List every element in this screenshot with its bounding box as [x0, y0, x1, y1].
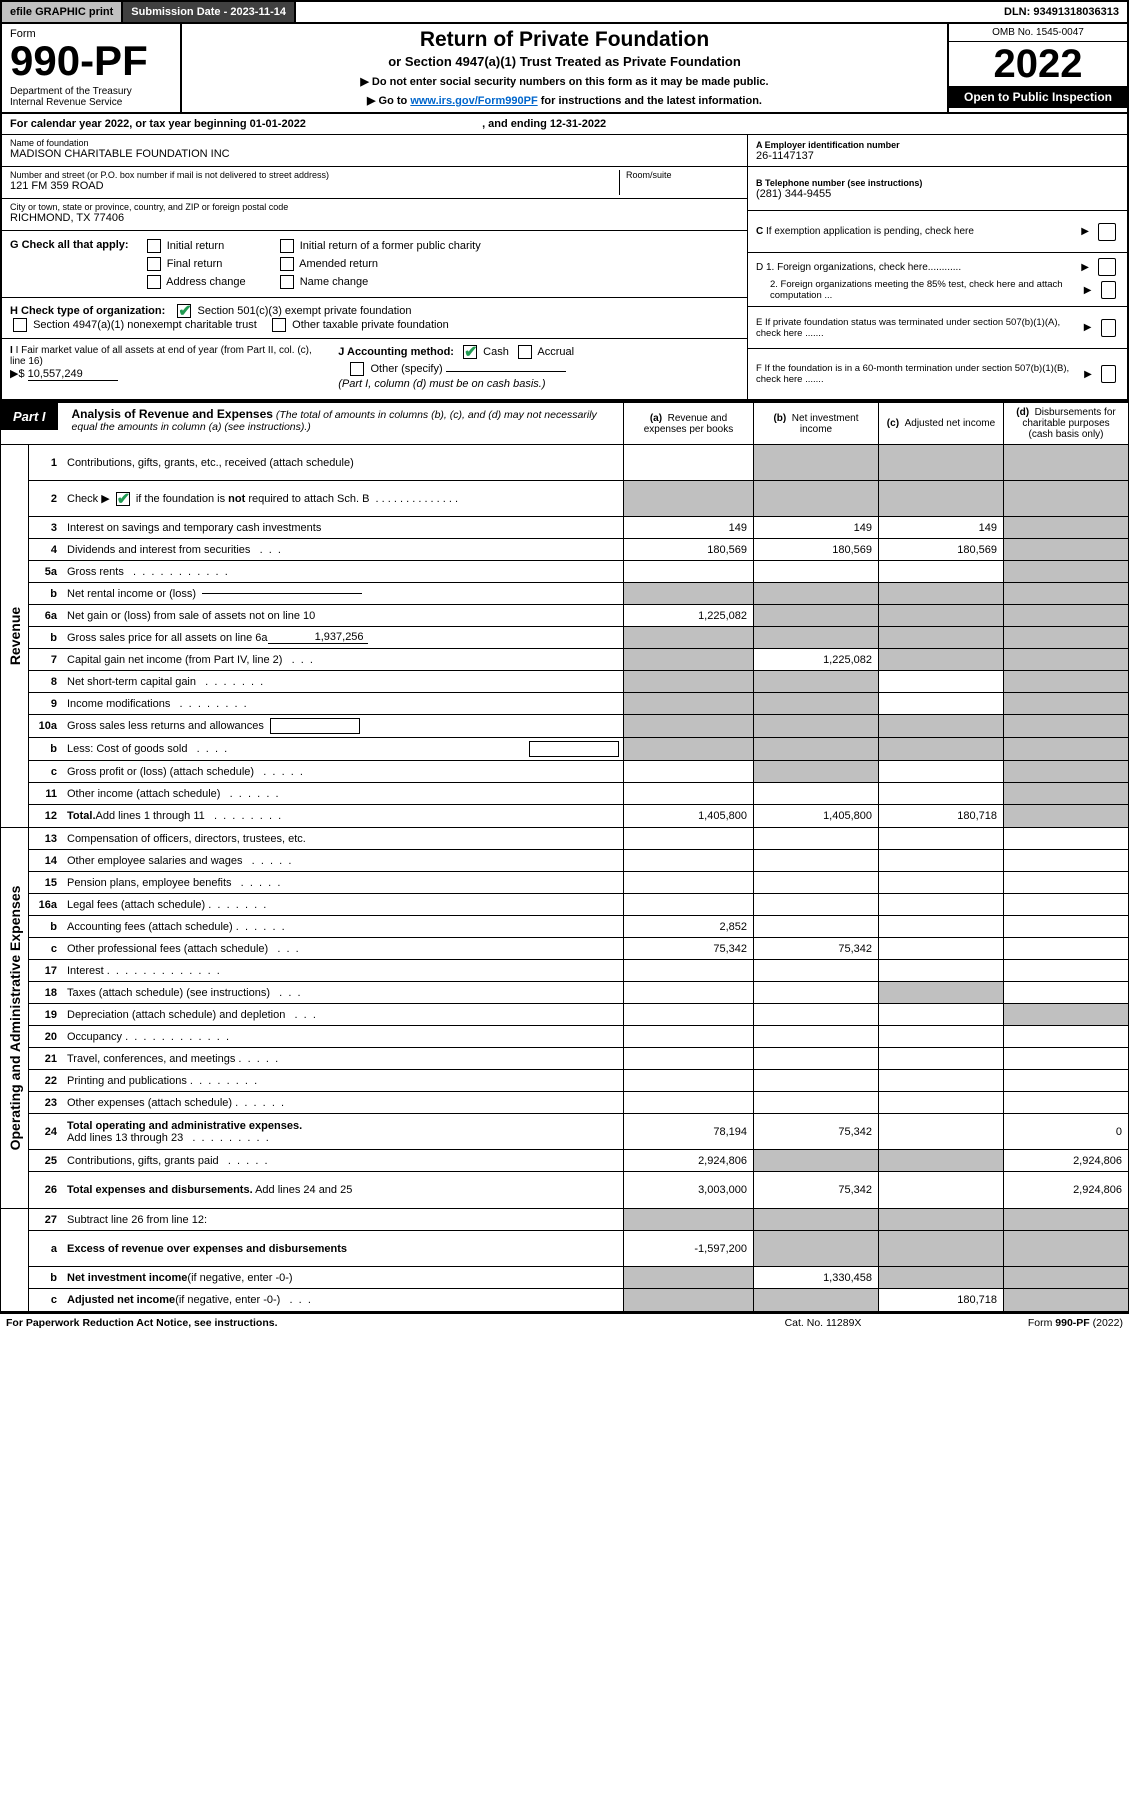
- line-27b: Net investment income (if negative, ente…: [63, 1267, 623, 1288]
- page-footer: For Paperwork Reduction Act Notice, see …: [0, 1312, 1129, 1332]
- expenses-section: Operating and Administrative Expenses 13…: [0, 828, 1129, 1209]
- line-9: Income modifications . . . . . . . .: [63, 693, 623, 714]
- section-D: D 1. Foreign organizations, check here..…: [748, 253, 1127, 307]
- g-initial-return-checkbox[interactable]: [147, 239, 161, 253]
- expenses-side-label: Operating and Administrative Expenses: [7, 886, 23, 1151]
- line-12: Total. Add lines 1 through 11 . . . . . …: [63, 805, 623, 827]
- top-bar: efile GRAPHIC print Submission Date - 20…: [0, 0, 1129, 24]
- line-10b: Less: Cost of goods sold . . . .: [63, 738, 623, 760]
- line-27: Subtract line 26 from line 12:: [63, 1209, 623, 1230]
- part1-label: Part I: [1, 403, 58, 430]
- section-IJ: I I Fair market value of all assets at e…: [2, 339, 747, 396]
- tax-year: 2022: [949, 42, 1127, 86]
- j-other-checkbox[interactable]: [350, 362, 364, 376]
- phone-row: B Telephone number (see instructions) (2…: [748, 167, 1127, 211]
- line-22: Printing and publications . . . . . . . …: [63, 1070, 623, 1091]
- line-6a: Net gain or (loss) from sale of assets n…: [63, 605, 623, 626]
- h-501c3-checkbox[interactable]: [177, 304, 191, 318]
- line-10a: Gross sales less returns and allowances: [63, 715, 623, 737]
- g-initial-former-checkbox[interactable]: [280, 239, 294, 253]
- fmv-value: 10,557,249: [28, 368, 118, 381]
- col-a-header: (a) Revenue and expenses per books: [623, 403, 753, 444]
- line-13: Compensation of officers, directors, tru…: [63, 828, 623, 849]
- foundation-name-row: Name of foundation MADISON CHARITABLE FO…: [2, 135, 747, 167]
- line-6b: Gross sales price for all assets on line…: [63, 627, 623, 648]
- line-15: Pension plans, employee benefits . . . .…: [63, 872, 623, 893]
- col-b-header: (b) Net investment income: [753, 403, 878, 444]
- dln: DLN: 93491318036313: [996, 2, 1127, 22]
- f-checkbox[interactable]: [1101, 365, 1116, 383]
- ein-row: A Employer identification number 26-1147…: [748, 135, 1127, 167]
- line-10c: Gross profit or (loss) (attach schedule)…: [63, 761, 623, 782]
- d2-checkbox[interactable]: [1101, 281, 1117, 299]
- line-27c: Adjusted net income (if negative, enter …: [63, 1289, 623, 1311]
- line-21: Travel, conferences, and meetings . . . …: [63, 1048, 623, 1069]
- line-20: Occupancy . . . . . . . . . . . .: [63, 1026, 623, 1047]
- j-cash-checkbox[interactable]: [463, 345, 477, 359]
- line-11: Other income (attach schedule) . . . . .…: [63, 783, 623, 804]
- col-d-header: (d) Disbursements for charitable purpose…: [1003, 403, 1128, 444]
- g-final-return-checkbox[interactable]: [147, 257, 161, 271]
- schb-checkbox[interactable]: [116, 492, 130, 506]
- h-other-taxable-checkbox[interactable]: [272, 318, 286, 332]
- form-notice1: ▶ Do not enter social security numbers o…: [190, 75, 939, 88]
- line-16c: Other professional fees (attach schedule…: [63, 938, 623, 959]
- line-23: Other expenses (attach schedule) . . . .…: [63, 1092, 623, 1113]
- line-7: Capital gain net income (from Part IV, l…: [63, 649, 623, 670]
- calendar-year: For calendar year 2022, or tax year begi…: [2, 114, 1127, 135]
- efile-label: efile GRAPHIC print: [2, 2, 123, 22]
- g-amended-return-checkbox[interactable]: [280, 257, 294, 271]
- submission-date: Submission Date - 2023-11-14: [123, 2, 296, 22]
- section-C: C If exemption application is pending, c…: [748, 211, 1127, 253]
- section-F: F If the foundation is in a 60-month ter…: [748, 349, 1127, 399]
- line-14: Other employee salaries and wages . . . …: [63, 850, 623, 871]
- line-24: Total operating and administrative expen…: [63, 1114, 623, 1149]
- address-row: Number and street (or P.O. box number if…: [2, 167, 747, 199]
- revenue-section: Revenue 1Contributions, gifts, grants, e…: [0, 445, 1129, 828]
- d1-checkbox[interactable]: [1098, 258, 1116, 276]
- c-checkbox[interactable]: [1098, 223, 1116, 241]
- form-header: Form 990-PF Department of the Treasury I…: [0, 24, 1129, 114]
- identity-section: For calendar year 2022, or tax year begi…: [0, 114, 1129, 401]
- e-checkbox[interactable]: [1101, 319, 1117, 337]
- form-title: Return of Private Foundation: [190, 28, 939, 52]
- omb-number: OMB No. 1545-0047: [949, 24, 1127, 42]
- city-row: City or town, state or province, country…: [2, 199, 747, 231]
- line-16a: Legal fees (attach schedule) . . . . . .…: [63, 894, 623, 915]
- irs-link[interactable]: www.irs.gov/Form990PF: [410, 95, 537, 107]
- line-27a: Excess of revenue over expenses and disb…: [63, 1231, 623, 1266]
- line-18: Taxes (attach schedule) (see instruction…: [63, 982, 623, 1003]
- line-17: Interest . . . . . . . . . . . . .: [63, 960, 623, 981]
- line-8: Net short-term capital gain . . . . . . …: [63, 671, 623, 692]
- line-25: Contributions, gifts, grants paid . . . …: [63, 1150, 623, 1171]
- col-c-header: (c) Adjusted net income: [878, 403, 1003, 444]
- form-notice2: ▶ Go to www.irs.gov/Form990PF for instru…: [190, 94, 939, 107]
- line-5b: Net rental income or (loss): [63, 583, 623, 604]
- h-4947a1-checkbox[interactable]: [13, 318, 27, 332]
- part1-header: Part I Analysis of Revenue and Expenses …: [0, 401, 1129, 445]
- line-1: Contributions, gifts, grants, etc., rece…: [63, 445, 623, 480]
- section-G: G Check all that apply: Initial return F…: [2, 231, 747, 298]
- g-address-change-checkbox[interactable]: [147, 275, 161, 289]
- form-number: 990-PF: [10, 40, 172, 82]
- form-subtitle: or Section 4947(a)(1) Trust Treated as P…: [190, 54, 939, 69]
- section-E: E If private foundation status was termi…: [748, 307, 1127, 349]
- dept: Department of the Treasury Internal Reve…: [10, 86, 172, 108]
- line-16b: Accounting fees (attach schedule) . . . …: [63, 916, 623, 937]
- section-H: H Check type of organization: Section 50…: [2, 298, 747, 339]
- line-4: Dividends and interest from securities .…: [63, 539, 623, 560]
- line-2: Check ▶ if the foundation is not require…: [63, 481, 623, 516]
- g-name-change-checkbox[interactable]: [280, 275, 294, 289]
- inspection-label: Open to Public Inspection: [949, 86, 1127, 108]
- line-19: Depreciation (attach schedule) and deple…: [63, 1004, 623, 1025]
- line-26: Total expenses and disbursements. Add li…: [63, 1172, 623, 1208]
- j-accrual-checkbox[interactable]: [518, 345, 532, 359]
- line-3: Interest on savings and temporary cash i…: [63, 517, 623, 538]
- line-27-section: 27Subtract line 26 from line 12: aExcess…: [0, 1209, 1129, 1312]
- line-5a: Gross rents . . . . . . . . . . .: [63, 561, 623, 582]
- revenue-side-label: Revenue: [7, 607, 23, 665]
